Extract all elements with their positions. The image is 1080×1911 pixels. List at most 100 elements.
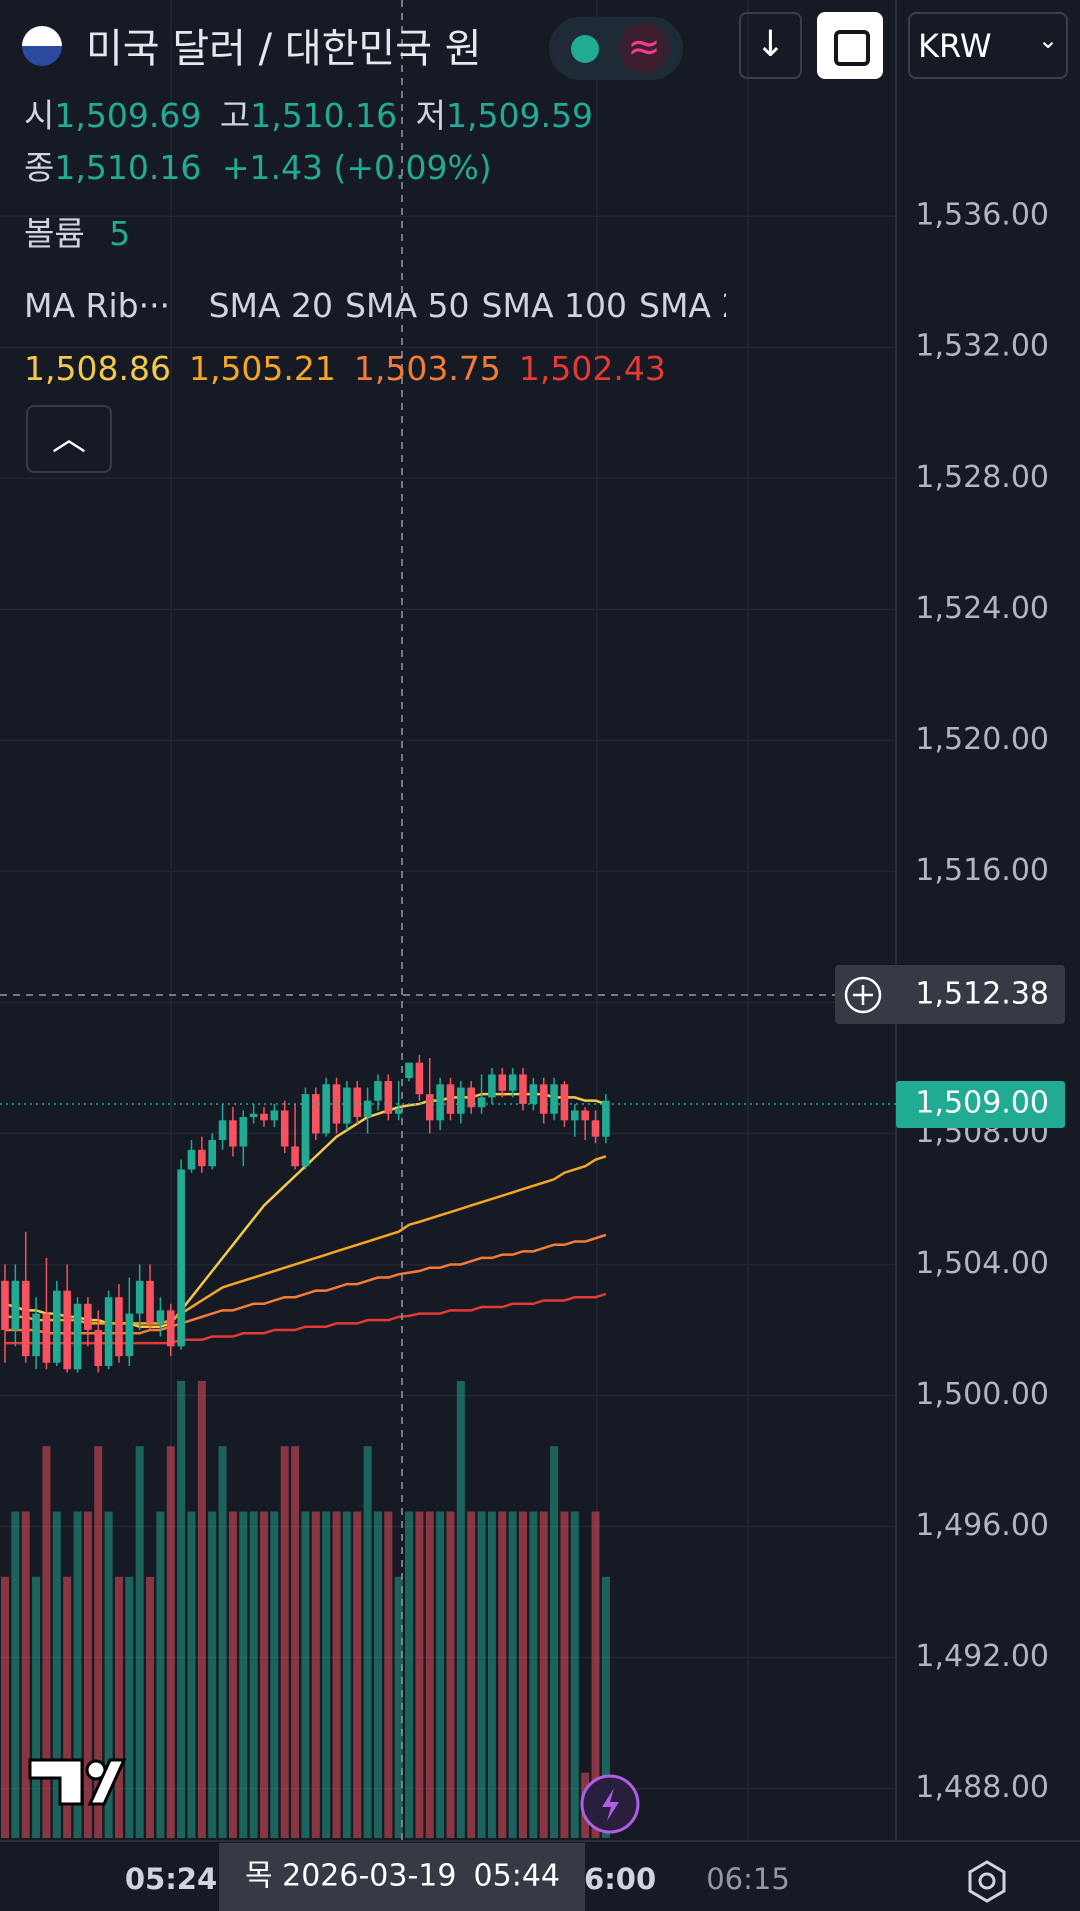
y-tick-label: 1,488.00: [915, 1770, 1049, 1805]
currency-select[interactable]: KRW ⌄: [908, 12, 1068, 79]
high-label: 고: [219, 96, 251, 135]
candle-body: [53, 1290, 61, 1363]
candle-body: [249, 1113, 258, 1118]
time-axis: 05:24 06:00 06:15 목 2026-03-19 05:44: [125, 1843, 790, 1911]
currency-code: KRW: [918, 27, 992, 65]
volume-bar: [301, 1511, 310, 1838]
y-tick-label: 1,492.00: [915, 1639, 1049, 1674]
volume-bar: [446, 1511, 455, 1838]
crosshair-date: 목 2026-03-19: [245, 1859, 456, 1894]
volume-bar: [187, 1511, 196, 1838]
volume-bar: [125, 1576, 134, 1838]
candle-body: [1, 1280, 9, 1330]
volume-bar: [322, 1511, 331, 1838]
candle-body: [218, 1120, 227, 1140]
y-tick-label: 1,516.00: [915, 853, 1049, 888]
candle-body: [198, 1149, 206, 1167]
tv-logo: [28, 1758, 127, 1806]
indicator-series-name: SMA 50: [345, 286, 470, 325]
add-alert-icon[interactable]: [844, 976, 882, 1014]
candle-body: [115, 1297, 123, 1357]
x-tick-label: 06:15: [706, 1862, 790, 1896]
candle-body: [146, 1280, 154, 1324]
y-tick-label: 1,532.00: [915, 329, 1049, 364]
volume-bar: [373, 1511, 382, 1838]
candle-layer: [1, 1054, 610, 1373]
candle-body: [581, 1110, 589, 1121]
volume-bar: [280, 1446, 289, 1838]
high-value: 1,510.16: [250, 96, 398, 135]
candle-body: [177, 1169, 185, 1347]
lightning-icon: [602, 1788, 619, 1821]
flag-icon: [22, 26, 62, 66]
candle-body: [301, 1094, 310, 1167]
y-tick-label: 1,524.00: [915, 591, 1049, 626]
close-label: 종: [24, 148, 55, 187]
candle-body: [602, 1100, 610, 1137]
candle-body: [560, 1084, 569, 1121]
candle-body: [166, 1310, 175, 1347]
candle-body: [363, 1100, 372, 1118]
y-tick-label: 1,536.00: [915, 198, 1049, 233]
open-value: 1,509.69: [54, 96, 202, 135]
candle-body: [73, 1303, 82, 1370]
candle-body: [291, 1146, 299, 1167]
volume-bar: [353, 1511, 362, 1838]
volume-bar: [228, 1511, 237, 1838]
candle-body: [94, 1329, 103, 1367]
close-value: 1,510.16: [54, 148, 202, 187]
volume-bar: [498, 1511, 507, 1838]
volume-bar: [342, 1511, 351, 1838]
settings-icon-center: [978, 1872, 996, 1890]
indicator-value: 1,508.86: [24, 349, 171, 388]
download-button[interactable]: ↓: [739, 12, 802, 79]
candle-body: [591, 1120, 600, 1137]
volume-bar: [11, 1511, 20, 1838]
volume-bar: [405, 1511, 414, 1838]
dropdown-caret: ⌄: [1038, 26, 1059, 54]
volume-bar: [73, 1511, 82, 1838]
candle-body: [508, 1074, 517, 1091]
change-value: +1.43 (+0.09%): [221, 148, 492, 187]
volume-bar: [560, 1511, 569, 1838]
indicator-row[interactable]: MA Rib··· SMA 20 SMA 50 SMA 100 SMA 200: [24, 286, 726, 326]
volume-bar: [415, 1511, 424, 1838]
candle-body: [457, 1087, 465, 1114]
candle-body: [477, 1097, 486, 1108]
volume-bar: [42, 1446, 51, 1838]
volume-bar: [218, 1446, 227, 1838]
volume-bar: [550, 1446, 559, 1838]
volume-bar: [208, 1511, 217, 1838]
settings-icon[interactable]: [968, 1860, 1006, 1903]
indicator-name: MA Rib···: [24, 286, 171, 325]
candle-body: [21, 1280, 30, 1357]
candle-body: [384, 1081, 393, 1114]
candle-body: [104, 1297, 113, 1367]
candle-body: [42, 1313, 51, 1363]
logo-part: [87, 1758, 127, 1806]
volume-bar: [311, 1511, 320, 1838]
symbol-title[interactable]: 미국 달러 / 대한민국 원: [86, 26, 482, 72]
last-price-badge: [896, 1081, 1065, 1128]
y-tick-label: 1,500.00: [915, 1377, 1049, 1412]
candle-body: [312, 1094, 320, 1134]
volume-bar: [332, 1511, 341, 1838]
candle-body: [374, 1081, 382, 1101]
candle-body: [550, 1084, 558, 1114]
volume-bar: [570, 1511, 579, 1838]
y-tick-label: 1,504.00: [915, 1246, 1049, 1281]
volume-bar: [63, 1576, 72, 1838]
candle-body: [156, 1310, 165, 1324]
volume-row: 볼륨 5: [24, 214, 130, 254]
crosshair-time: 05:44: [474, 1859, 560, 1894]
status-pill[interactable]: ≈: [549, 17, 683, 80]
fullscreen-button[interactable]: [817, 12, 883, 79]
candle-body: [84, 1303, 92, 1330]
indicator-values: 1,508.86 1,505.21 1,503.75 1,502.43: [24, 349, 684, 389]
candle-body: [260, 1113, 268, 1121]
low-label: 저: [415, 96, 447, 135]
close-row: 종1,510.16 +1.43 (+0.09%): [24, 148, 492, 188]
collapse-button[interactable]: ︿: [26, 405, 112, 473]
volume-bar: [601, 1576, 610, 1838]
